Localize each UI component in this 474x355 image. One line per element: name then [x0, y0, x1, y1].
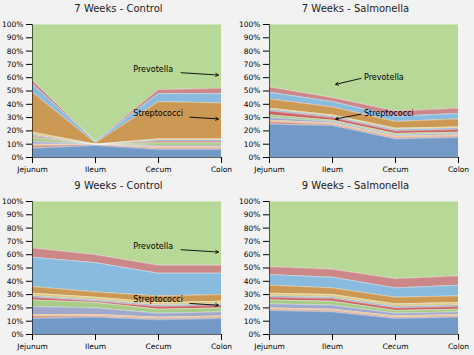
- svg-text:30%: 30%: [244, 113, 261, 122]
- svg-text:100%: 100%: [239, 197, 260, 206]
- svg-text:Prevotella: Prevotella: [364, 73, 404, 82]
- svg-text:100%: 100%: [239, 20, 260, 29]
- html-text:7 Weeks - Salmonella: 7 Weeks - Salmonella: [301, 3, 410, 14]
- svg-text:Streptococci: Streptococci: [364, 109, 414, 118]
- svg-text:50%: 50%: [7, 86, 24, 95]
- svg-text:Cecum: Cecum: [145, 342, 171, 351]
- svg-text:50%: 50%: [244, 263, 261, 272]
- svg-text:30%: 30%: [7, 290, 24, 299]
- svg-text:80%: 80%: [244, 224, 261, 233]
- svg-text:Cecum: Cecum: [382, 342, 408, 351]
- svg-text:10%: 10%: [244, 317, 261, 326]
- svg-text:80%: 80%: [7, 47, 24, 56]
- svg-text:60%: 60%: [244, 73, 261, 82]
- svg-text:0%: 0%: [12, 153, 24, 162]
- svg-text:Prevotella: Prevotella: [133, 65, 173, 74]
- svg-text:Ileum: Ileum: [322, 165, 343, 174]
- svg-text:70%: 70%: [7, 237, 24, 246]
- svg-text:Cecum: Cecum: [382, 165, 408, 174]
- svg-text:90%: 90%: [7, 210, 24, 219]
- svg-text:Colon: Colon: [448, 165, 469, 174]
- svg-text:40%: 40%: [244, 277, 261, 286]
- svg-text:Jejunum: Jejunum: [253, 165, 284, 174]
- html-text:9 Weeks - Control: 9 Weeks - Control: [74, 180, 163, 191]
- svg-text:Ileum: Ileum: [322, 342, 343, 351]
- svg-text:60%: 60%: [7, 250, 24, 259]
- svg-text:Ileum: Ileum: [85, 342, 106, 351]
- svg-text:40%: 40%: [244, 100, 261, 109]
- svg-text:30%: 30%: [7, 113, 24, 122]
- svg-text:10%: 10%: [7, 317, 24, 326]
- svg-text:50%: 50%: [7, 263, 24, 272]
- svg-text:40%: 40%: [7, 100, 24, 109]
- svg-text:Jejunum: Jejunum: [253, 342, 284, 351]
- svg-text:80%: 80%: [244, 47, 261, 56]
- svg-text:80%: 80%: [7, 224, 24, 233]
- svg-text:Streptococci: Streptococci: [133, 109, 183, 118]
- svg-text:60%: 60%: [7, 73, 24, 82]
- svg-text:10%: 10%: [7, 140, 24, 149]
- svg-text:Colon: Colon: [211, 165, 232, 174]
- svg-text:Prevotella: Prevotella: [133, 242, 173, 251]
- svg-text:70%: 70%: [244, 60, 261, 69]
- svg-text:70%: 70%: [244, 237, 261, 246]
- svg-text:Ileum: Ileum: [85, 165, 106, 174]
- svg-text:0%: 0%: [249, 330, 261, 339]
- svg-text:10%: 10%: [244, 140, 261, 149]
- svg-text:70%: 70%: [7, 60, 24, 69]
- svg-text:0%: 0%: [249, 153, 261, 162]
- svg-text:Colon: Colon: [211, 342, 232, 351]
- svg-text:Cecum: Cecum: [145, 165, 171, 174]
- svg-text:90%: 90%: [244, 210, 261, 219]
- svg-text:Colon: Colon: [448, 342, 469, 351]
- svg-text:40%: 40%: [7, 277, 24, 286]
- svg-text:0%: 0%: [12, 330, 24, 339]
- svg-text:30%: 30%: [244, 290, 261, 299]
- svg-text:90%: 90%: [244, 33, 261, 42]
- svg-text:20%: 20%: [7, 303, 24, 312]
- svg-text:50%: 50%: [244, 86, 261, 95]
- svg-text:Jejunum: Jejunum: [16, 342, 47, 351]
- svg-text:20%: 20%: [244, 303, 261, 312]
- svg-text:20%: 20%: [244, 126, 261, 135]
- svg-text:Streptococci: Streptococci: [133, 295, 183, 304]
- svg-text:60%: 60%: [244, 250, 261, 259]
- svg-text:20%: 20%: [7, 126, 24, 135]
- svg-text:100%: 100%: [2, 197, 23, 206]
- svg-text:Jejunum: Jejunum: [16, 165, 47, 174]
- html-text:9 Weeks - Salmonella: 9 Weeks - Salmonella: [301, 180, 410, 191]
- svg-text:90%: 90%: [7, 33, 24, 42]
- svg-text:100%: 100%: [2, 20, 23, 29]
- html-text:7 Weeks - Control: 7 Weeks - Control: [74, 3, 163, 14]
